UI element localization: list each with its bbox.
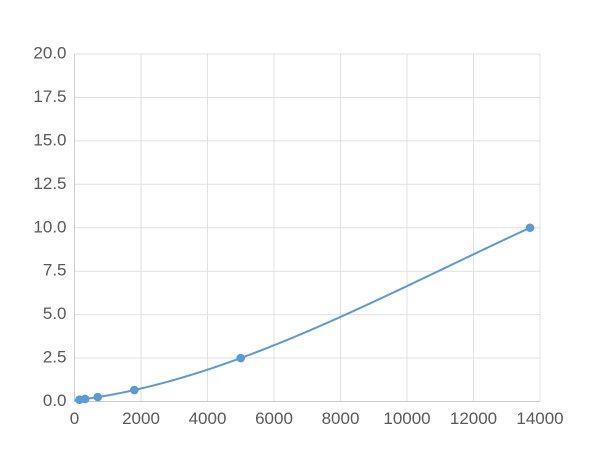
svg-text:4000: 4000	[189, 409, 227, 428]
svg-text:17.5: 17.5	[33, 87, 66, 106]
svg-text:0: 0	[70, 409, 79, 428]
svg-text:15.0: 15.0	[33, 130, 66, 149]
svg-text:14000: 14000	[516, 409, 563, 428]
svg-text:20.0: 20.0	[33, 44, 66, 63]
svg-text:0.0: 0.0	[43, 391, 67, 410]
svg-text:2.5: 2.5	[43, 348, 67, 367]
svg-text:7.5: 7.5	[43, 261, 67, 280]
svg-text:12.5: 12.5	[33, 174, 66, 193]
svg-text:10.0: 10.0	[33, 217, 66, 236]
svg-text:8000: 8000	[322, 409, 360, 428]
svg-text:5.0: 5.0	[43, 304, 67, 323]
svg-text:12000: 12000	[450, 409, 497, 428]
svg-text:2000: 2000	[122, 409, 160, 428]
svg-text:10000: 10000	[383, 409, 430, 428]
svg-text:6000: 6000	[255, 409, 293, 428]
